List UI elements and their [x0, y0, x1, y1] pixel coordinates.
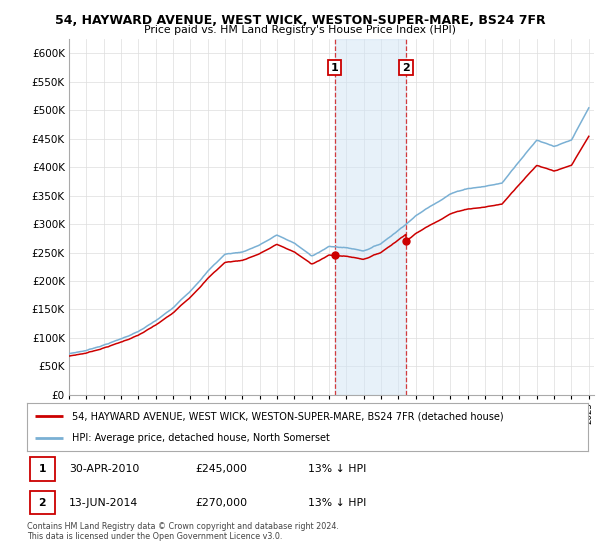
Text: HPI: Average price, detached house, North Somerset: HPI: Average price, detached house, Nort… — [72, 433, 330, 443]
Text: £245,000: £245,000 — [196, 464, 247, 474]
Bar — [335, 39, 406, 395]
Text: 13% ↓ HPI: 13% ↓ HPI — [308, 464, 366, 474]
Text: 13-JUN-2014: 13-JUN-2014 — [69, 497, 139, 507]
Text: 30-APR-2010: 30-APR-2010 — [69, 464, 139, 474]
FancyBboxPatch shape — [30, 491, 55, 514]
Text: 1: 1 — [331, 63, 338, 73]
Text: 54, HAYWARD AVENUE, WEST WICK, WESTON-SUPER-MARE, BS24 7FR (detached house): 54, HAYWARD AVENUE, WEST WICK, WESTON-SU… — [72, 411, 503, 421]
Text: Price paid vs. HM Land Registry's House Price Index (HPI): Price paid vs. HM Land Registry's House … — [144, 25, 456, 35]
Text: £270,000: £270,000 — [196, 497, 247, 507]
Text: 2: 2 — [38, 497, 46, 507]
Text: Contains HM Land Registry data © Crown copyright and database right 2024.
This d: Contains HM Land Registry data © Crown c… — [27, 522, 339, 542]
Text: 1: 1 — [38, 464, 46, 474]
FancyBboxPatch shape — [30, 458, 55, 480]
Text: 2: 2 — [402, 63, 410, 73]
Text: 54, HAYWARD AVENUE, WEST WICK, WESTON-SUPER-MARE, BS24 7FR: 54, HAYWARD AVENUE, WEST WICK, WESTON-SU… — [55, 14, 545, 27]
Text: 13% ↓ HPI: 13% ↓ HPI — [308, 497, 366, 507]
